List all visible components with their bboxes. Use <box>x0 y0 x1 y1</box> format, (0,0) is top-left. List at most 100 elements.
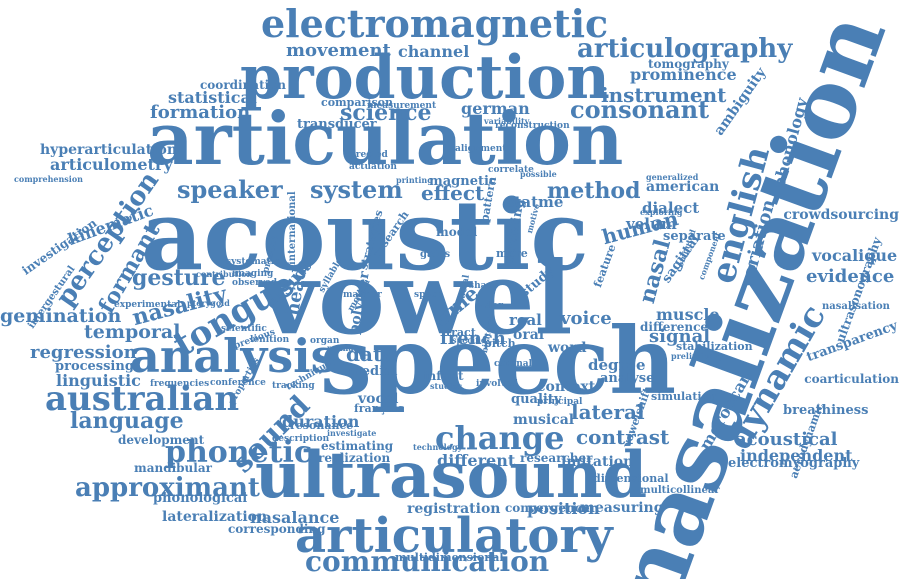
cloud-word: printing <box>396 175 433 185</box>
cloud-word: realization <box>318 451 391 465</box>
cloud-word: linguistic <box>56 371 141 390</box>
cloud-word: data <box>346 342 396 366</box>
cloud-word: movement <box>286 40 391 61</box>
cloud-word: experimental <box>114 300 181 310</box>
cloud-word: consonant <box>570 95 710 124</box>
cloud-word: context <box>537 379 596 395</box>
cloud-word: tomography <box>648 57 729 71</box>
cloud-word: investigate <box>327 428 377 438</box>
cloud-word: hyperarticulation <box>40 142 178 158</box>
cloud-word: reconstruction <box>495 121 570 131</box>
cloud-word: analyse <box>600 371 655 386</box>
cloud-word: word <box>548 340 587 356</box>
cloud-word: phonetic <box>165 435 313 470</box>
cloud-word: velum <box>626 215 677 233</box>
cloud-word: processing <box>55 359 134 374</box>
cloud-word: possible <box>520 169 557 179</box>
cloud-word: statistical <box>168 88 257 107</box>
cloud-word: estimating <box>321 439 394 453</box>
cloud-word: articulography <box>577 34 793 64</box>
cloud-word: international <box>287 191 298 265</box>
cloud-word: studies <box>430 381 463 391</box>
cloud-word: alignment <box>455 144 507 154</box>
cloud-word: magnetic <box>429 174 497 189</box>
cloud-word: pitch <box>484 337 516 350</box>
cloud-word: feature <box>591 242 619 290</box>
cloud-word: independent <box>740 446 853 465</box>
cloud-word: manner <box>343 290 382 300</box>
cloud-word: registration <box>407 501 501 517</box>
cloud-word: space <box>414 290 443 300</box>
cloud-word: american <box>646 179 720 195</box>
cloud-word: vocal <box>358 391 399 407</box>
cloud-word: technology <box>413 442 463 452</box>
cloud-word: formation <box>150 102 251 123</box>
cloud-word: language <box>70 408 184 434</box>
cloud-word: different <box>437 451 516 470</box>
cloud-word: resonance <box>290 419 354 432</box>
cloud-word: evidence <box>806 266 895 287</box>
cloud-word: contribution <box>196 269 253 279</box>
cloud-word: vowel <box>260 239 573 357</box>
cloud-word: channel <box>398 42 470 61</box>
cloud-word: statme <box>506 193 564 211</box>
cloud-word: australian <box>45 379 240 419</box>
cloud-word: actuation <box>349 162 397 172</box>
cloud-word: quality <box>511 392 562 407</box>
cloud-word: oral <box>513 327 545 343</box>
cloud-word: method <box>547 178 641 204</box>
cloud-word: variability <box>484 116 530 126</box>
cloud-word: medial <box>348 364 398 379</box>
cloud-word: corresponding <box>228 522 326 536</box>
cloud-word: dimensional <box>593 472 669 485</box>
cloud-word: convergence <box>505 501 590 515</box>
cloud-word: vocalique <box>812 246 898 265</box>
cloud-word: nasalance <box>250 508 340 527</box>
cloud-word: voice <box>560 308 612 329</box>
cloud-word: imitation <box>561 454 634 470</box>
cloud-word: instrument <box>601 83 727 107</box>
cloud-word: lateralization <box>162 509 268 525</box>
cloud-word: multicollinear <box>640 485 720 496</box>
cloud-word: infant <box>423 369 464 383</box>
cloud-word: comparison <box>321 96 393 109</box>
cloud-word: ultrasound <box>255 438 648 513</box>
cloud-word: acoustical <box>735 429 838 450</box>
cloud-word: observed <box>232 278 278 288</box>
cloud-word: mandibular <box>134 461 212 475</box>
cloud-word: lenition <box>250 335 290 345</box>
cloud-word: science <box>340 100 432 126</box>
cloud-word: generalized <box>646 172 699 182</box>
cloud-word: français <box>354 402 404 415</box>
cloud-word: development <box>118 433 205 447</box>
cloud-word: frequencies <box>150 379 210 389</box>
cloud-word: phonological <box>153 491 248 506</box>
cloud-word: communication <box>305 545 550 578</box>
cloud-word: temporal <box>84 321 181 343</box>
cloud-word: directed <box>346 150 388 160</box>
cloud-word: french <box>440 328 506 349</box>
cloud-word: description <box>272 434 330 444</box>
cloud-word: model <box>436 225 478 239</box>
cloud-word: conference <box>210 378 266 388</box>
cloud-word: measurement <box>367 101 437 111</box>
cloud-word: researcher <box>520 451 593 465</box>
cloud-word: crowdsourcing <box>783 207 899 223</box>
cloud-word: coordination <box>200 78 286 92</box>
cloud-word: difference <box>640 320 709 334</box>
cloud-word: prominence <box>630 65 737 84</box>
cloud-word: measuring <box>580 500 664 516</box>
cloud-word: primary <box>327 343 363 353</box>
cloud-word: degree <box>588 356 646 374</box>
cloud-word: articulatory <box>295 508 613 564</box>
cloud-word: signal <box>649 326 711 347</box>
cloud-word: speech <box>320 307 677 415</box>
cloud-word: multidimensional <box>395 551 504 564</box>
cloud-word: regression <box>30 342 137 363</box>
cloud-word: approximant <box>75 473 260 503</box>
cloud-word: gesture <box>132 265 226 291</box>
cloud-word: contrast <box>576 425 670 449</box>
cloud-word: shape <box>469 281 499 291</box>
cloud-word: velar <box>478 301 503 311</box>
